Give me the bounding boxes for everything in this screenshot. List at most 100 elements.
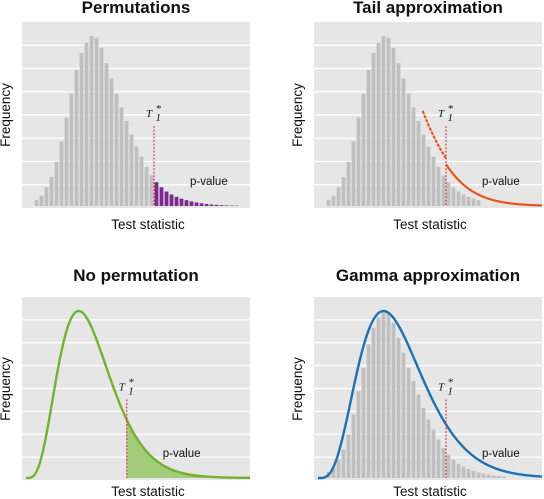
histogram-bar xyxy=(49,177,54,206)
histogram-bar xyxy=(129,134,134,206)
histogram-bar xyxy=(356,391,361,478)
histogram-bar xyxy=(336,459,341,478)
histogram-bar xyxy=(431,429,436,478)
histogram-bar xyxy=(476,200,481,206)
histogram-bar xyxy=(84,42,89,206)
histogram-bar xyxy=(204,203,209,206)
histogram-bar xyxy=(89,36,94,206)
histogram-bar xyxy=(481,473,486,478)
histogram-bar xyxy=(411,381,416,478)
histogram-bar xyxy=(199,203,204,206)
histogram-bar xyxy=(326,200,331,206)
histogram-bar xyxy=(386,312,391,478)
histogram-bar xyxy=(346,161,351,206)
tail-extrapolation xyxy=(421,110,448,160)
histogram-bar xyxy=(149,175,154,206)
histogram-bar xyxy=(94,37,99,207)
histogram-bar xyxy=(139,156,144,206)
histogram-bar xyxy=(456,463,461,478)
histogram-bar xyxy=(64,117,69,206)
histogram-bar xyxy=(376,317,381,478)
histogram-bar xyxy=(411,107,416,206)
histogram-bar xyxy=(341,177,346,206)
density-curve xyxy=(318,309,543,480)
histogram-bar xyxy=(74,70,79,206)
panel-title: Gamma approximation xyxy=(336,266,520,285)
x-axis-label: Test statistic xyxy=(111,484,185,499)
histogram-bar xyxy=(476,472,481,478)
threshold-label-sup: * xyxy=(448,376,454,388)
histogram-bar xyxy=(441,447,446,478)
threshold-label-T: T xyxy=(146,108,153,120)
histogram-bar xyxy=(446,454,451,478)
histogram-bar xyxy=(461,466,466,478)
histogram-bar xyxy=(391,47,396,207)
panel-3: No permutation Frequency Test statistic T 1*… xyxy=(0,266,251,499)
histogram-bar xyxy=(471,198,476,206)
histogram-bar xyxy=(189,201,194,206)
panel-2: Tail approximation Frequency Test statisti… xyxy=(290,0,543,232)
histogram-bar xyxy=(381,36,386,206)
threshold-label-sup: * xyxy=(448,103,454,115)
panel-4: Gamma approximation Frequency Test statist… xyxy=(290,266,543,499)
histogram-bar xyxy=(351,414,356,478)
histogram-bar xyxy=(351,141,356,206)
histogram-bar xyxy=(426,146,431,206)
panel-title: Tail approximation xyxy=(353,0,503,17)
histogram-bar xyxy=(451,459,456,478)
histogram-bar xyxy=(491,475,496,478)
histogram-bar xyxy=(341,449,346,478)
histogram-bar xyxy=(376,42,381,206)
histogram-bar xyxy=(109,78,114,206)
histogram-bar xyxy=(416,121,421,206)
histogram-bar xyxy=(451,187,456,206)
histogram-bar xyxy=(99,47,104,207)
histogram-bar xyxy=(124,121,129,206)
histogram-bar xyxy=(436,439,441,478)
histogram-bar xyxy=(331,195,336,206)
histogram-bar xyxy=(371,53,376,206)
histogram-bar xyxy=(356,117,361,206)
histogram-bar xyxy=(184,200,189,206)
histogram-bar xyxy=(59,141,64,206)
y-axis-label: Frequency xyxy=(0,83,13,147)
histogram-bar xyxy=(144,166,149,206)
histogram-bar xyxy=(164,191,169,206)
histogram-bar xyxy=(44,187,49,206)
histogram-bar xyxy=(486,474,491,478)
histogram-bar xyxy=(391,322,396,478)
histogram-bar xyxy=(421,407,426,478)
p-value-label: p-value xyxy=(163,448,201,460)
threshold-label-sup: * xyxy=(156,103,162,115)
histogram-bar xyxy=(209,204,214,206)
p-value-label: p-value xyxy=(190,176,228,188)
x-axis-label: Test statistic xyxy=(393,484,467,499)
histogram-bar xyxy=(54,161,59,206)
histogram-bar xyxy=(169,194,174,206)
histogram-bar xyxy=(406,367,411,478)
p-value-area xyxy=(126,419,250,478)
x-axis-label: Test statistic xyxy=(393,217,467,232)
histogram-bar xyxy=(436,166,441,206)
histogram-bar xyxy=(179,198,184,206)
y-axis-label: Frequency xyxy=(290,83,305,147)
histogram-bar xyxy=(466,468,471,478)
histogram-bar xyxy=(224,205,229,206)
panel-title: No permutation xyxy=(73,266,199,285)
histogram-bar xyxy=(386,37,391,207)
threshold-label-sub: 1 xyxy=(448,112,454,124)
histogram-bar xyxy=(159,187,164,206)
histogram-bar xyxy=(381,311,386,478)
histogram-bar xyxy=(456,191,461,206)
histogram-bar xyxy=(174,196,179,206)
p-value-label: p-value xyxy=(482,448,520,460)
y-axis-label: Frequency xyxy=(290,357,305,421)
histogram-bar xyxy=(496,475,501,478)
histogram-bar xyxy=(421,134,426,206)
threshold-label-sup: * xyxy=(128,376,134,388)
histogram-bar xyxy=(471,470,476,478)
histogram-bar xyxy=(406,93,411,206)
histogram-bar xyxy=(134,146,139,206)
tail-curve xyxy=(445,163,543,207)
p-value-label: p-value xyxy=(482,176,520,188)
